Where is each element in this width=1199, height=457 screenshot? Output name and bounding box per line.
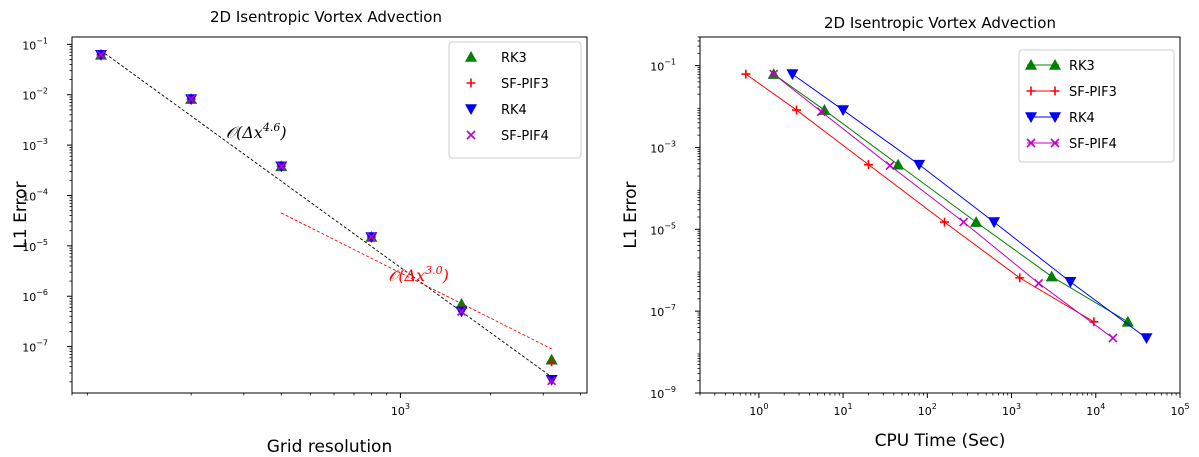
data-point bbox=[547, 357, 556, 366]
y-tick-label: 10−1 bbox=[650, 58, 676, 74]
x-tick-label: 104 bbox=[1086, 402, 1105, 418]
data-point bbox=[886, 162, 894, 170]
legend-label: RK3 bbox=[501, 51, 527, 66]
legend-label: SF-PIF4 bbox=[501, 129, 549, 144]
y-tick-label: 10−5 bbox=[650, 221, 676, 237]
data-point bbox=[970, 216, 982, 227]
y-tick-label: 10−7 bbox=[650, 303, 676, 319]
legend-label: RK3 bbox=[1069, 59, 1095, 74]
x-tick-label: 103 bbox=[391, 402, 410, 418]
x-tick-label: 103 bbox=[1002, 402, 1021, 418]
y-axis-label: L1 Error bbox=[11, 181, 31, 248]
data-point bbox=[792, 106, 801, 115]
data-point bbox=[1046, 271, 1058, 282]
chart-panel-2: 2D Isentropic Vortex Advection 100 101 102 1… bbox=[621, 14, 1190, 451]
legend: RK3 SF-PIF3 RK4 SF-PIF4 bbox=[1019, 50, 1174, 162]
legend: RK3 SF-PIF3 RK4 SF-PIF4 bbox=[449, 42, 581, 158]
chart-title: 2D Isentropic Vortex Advection bbox=[824, 14, 1056, 32]
y-tick-label: 10−1 bbox=[22, 36, 48, 52]
x-axis-label: Grid resolution bbox=[267, 437, 392, 457]
x-tick-label: 102 bbox=[918, 402, 937, 418]
data-point bbox=[1109, 334, 1117, 342]
data-point bbox=[837, 105, 849, 116]
data-point bbox=[988, 217, 1000, 228]
y-axis-label: L1 Error bbox=[621, 181, 641, 248]
y-tick-label: 10−7 bbox=[22, 339, 48, 355]
data-point bbox=[864, 160, 873, 169]
data-point bbox=[1015, 273, 1024, 282]
data-point bbox=[786, 69, 798, 80]
x-axis-label: CPU Time (Sec) bbox=[875, 431, 1006, 451]
x-tick-label: 100 bbox=[749, 402, 768, 418]
data-point bbox=[960, 218, 968, 226]
slope-annotation: 𝒪(Δx4.6) bbox=[226, 121, 287, 142]
data-point bbox=[1035, 279, 1043, 287]
y-tick-label: 10−3 bbox=[650, 139, 676, 155]
legend-label: SF-PIF3 bbox=[1069, 85, 1117, 100]
legend-label: RK4 bbox=[1069, 111, 1095, 126]
data-point bbox=[940, 218, 949, 227]
x-tick-label: 105 bbox=[1170, 402, 1189, 418]
y-tick-label: 10−3 bbox=[22, 137, 48, 153]
legend-label: SF-PIF4 bbox=[1069, 137, 1117, 152]
x-tick-label: 101 bbox=[834, 402, 853, 418]
data-point bbox=[913, 160, 925, 171]
legend-label: SF-PIF3 bbox=[501, 77, 549, 92]
data-point bbox=[892, 159, 904, 170]
data-point bbox=[1064, 277, 1076, 288]
chart-panel-1: 2D Isentropic Vortex Advection 103 10−1 10−… bbox=[11, 8, 587, 457]
y-tick-label: 10−2 bbox=[22, 87, 48, 103]
legend-label: RK4 bbox=[501, 103, 527, 118]
chart-title: 2D Isentropic Vortex Advection bbox=[210, 8, 442, 26]
y-tick-label: 10−6 bbox=[22, 288, 48, 304]
data-point bbox=[741, 70, 750, 79]
y-tick-label: 10−9 bbox=[650, 385, 676, 401]
data-point bbox=[1140, 333, 1152, 344]
slope-annotation: 𝒪(Δx3.0) bbox=[388, 264, 449, 285]
